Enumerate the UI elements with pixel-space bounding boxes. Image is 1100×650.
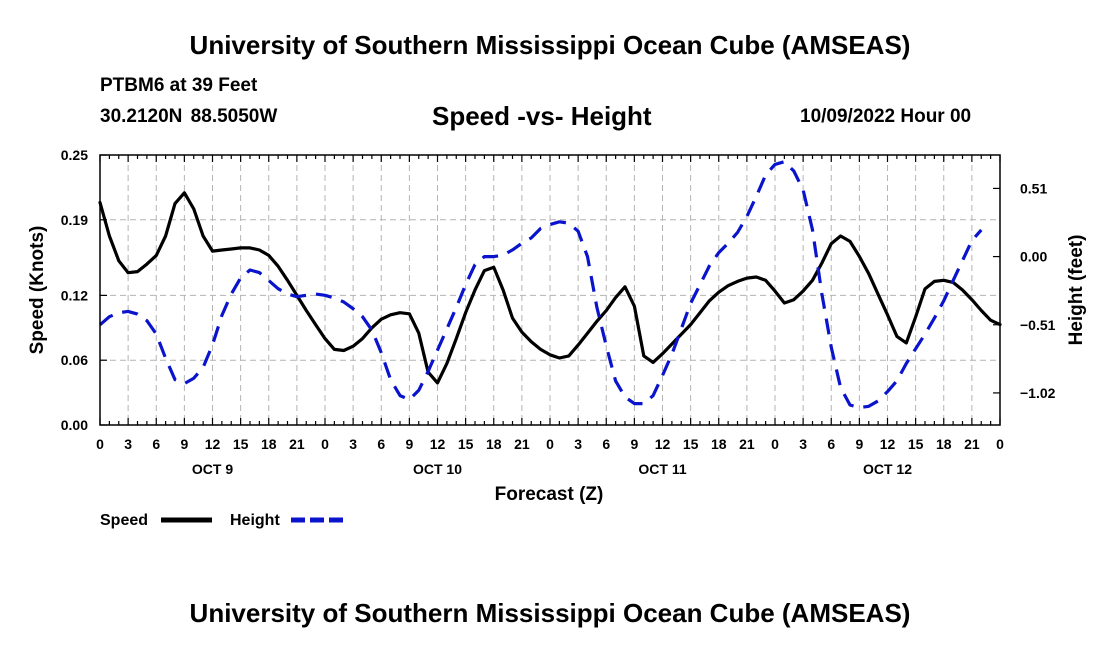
- x-tick-label: 6: [152, 436, 160, 452]
- chart-subtitle: Speed -vs- Height: [432, 101, 652, 131]
- x-tick-label: 0: [996, 436, 1004, 452]
- x-tick-label: 15: [233, 436, 249, 452]
- x-tick-label: 6: [602, 436, 610, 452]
- x-tick-label: 9: [180, 436, 188, 452]
- x-tick-label: 18: [711, 436, 727, 452]
- x-tick-label: 0: [771, 436, 779, 452]
- series-line-height: [98, 160, 983, 410]
- x-tick-label: 21: [964, 436, 980, 452]
- day-label: OCT 10: [413, 461, 462, 477]
- x-tick-label: 0: [546, 436, 554, 452]
- x-tick-label: 0: [96, 436, 104, 452]
- y-tick-label: 0.25: [61, 147, 88, 163]
- legend-label-height: Height: [230, 512, 280, 529]
- y2-tick-label: −0.51: [1020, 317, 1056, 333]
- day-label: OCT 9: [192, 461, 233, 477]
- station-name: PTBM6 at 39 Feet: [100, 75, 258, 96]
- footer-title: University of Southern Mississippi Ocean…: [189, 598, 911, 628]
- y-tick-label: 0.06: [61, 352, 88, 368]
- x-tick-label: 6: [827, 436, 835, 452]
- series-line-speed: [98, 191, 1002, 385]
- x-tick-label: 15: [683, 436, 699, 452]
- x-axis-title: Forecast (Z): [495, 484, 604, 505]
- y2-tick-label: 0.51: [1020, 180, 1047, 196]
- y-axis-title-left: Speed (Knots): [27, 226, 48, 355]
- y-tick-label: 0.00: [61, 417, 88, 433]
- x-tick-label: 18: [936, 436, 952, 452]
- day-label: OCT 12: [863, 461, 912, 477]
- y2-tick-label: 0.00: [1020, 249, 1047, 265]
- y-tick-label: 0.12: [61, 287, 88, 303]
- x-tick-label: 9: [630, 436, 638, 452]
- x-tick-label: 6: [377, 436, 385, 452]
- x-tick-label: 3: [799, 436, 807, 452]
- x-tick-label: 21: [514, 436, 530, 452]
- x-tick-label: 12: [655, 436, 671, 452]
- day-label: OCT 11: [638, 461, 686, 477]
- x-tick-label: 21: [739, 436, 755, 452]
- x-tick-label: 12: [880, 436, 896, 452]
- station-coordinates: 30.2120N 88.5050W: [100, 106, 278, 127]
- x-tick-label: 15: [908, 436, 924, 452]
- x-tick-label: 0: [321, 436, 329, 452]
- x-tick-label: 3: [574, 436, 582, 452]
- y-tick-label: 0.19: [61, 212, 88, 228]
- x-tick-label: 15: [458, 436, 474, 452]
- x-tick-label: 3: [349, 436, 357, 452]
- chart-main-title: University of Southern Mississippi Ocean…: [189, 30, 911, 60]
- x-tick-label: 12: [430, 436, 446, 452]
- x-tick-label: 3: [124, 436, 132, 452]
- x-tick-label: 18: [261, 436, 277, 452]
- legend-label-speed: Speed: [100, 512, 148, 529]
- x-tick-label: 21: [289, 436, 305, 452]
- forecast-date: 10/09/2022 Hour 00: [800, 106, 972, 127]
- y2-tick-label: −1.02: [1020, 385, 1056, 401]
- x-tick-label: 9: [855, 436, 863, 452]
- x-tick-label: 12: [205, 436, 221, 452]
- y-axis-title-right: Height (feet): [1066, 235, 1087, 346]
- x-tick-label: 9: [405, 436, 413, 452]
- x-tick-label: 18: [486, 436, 502, 452]
